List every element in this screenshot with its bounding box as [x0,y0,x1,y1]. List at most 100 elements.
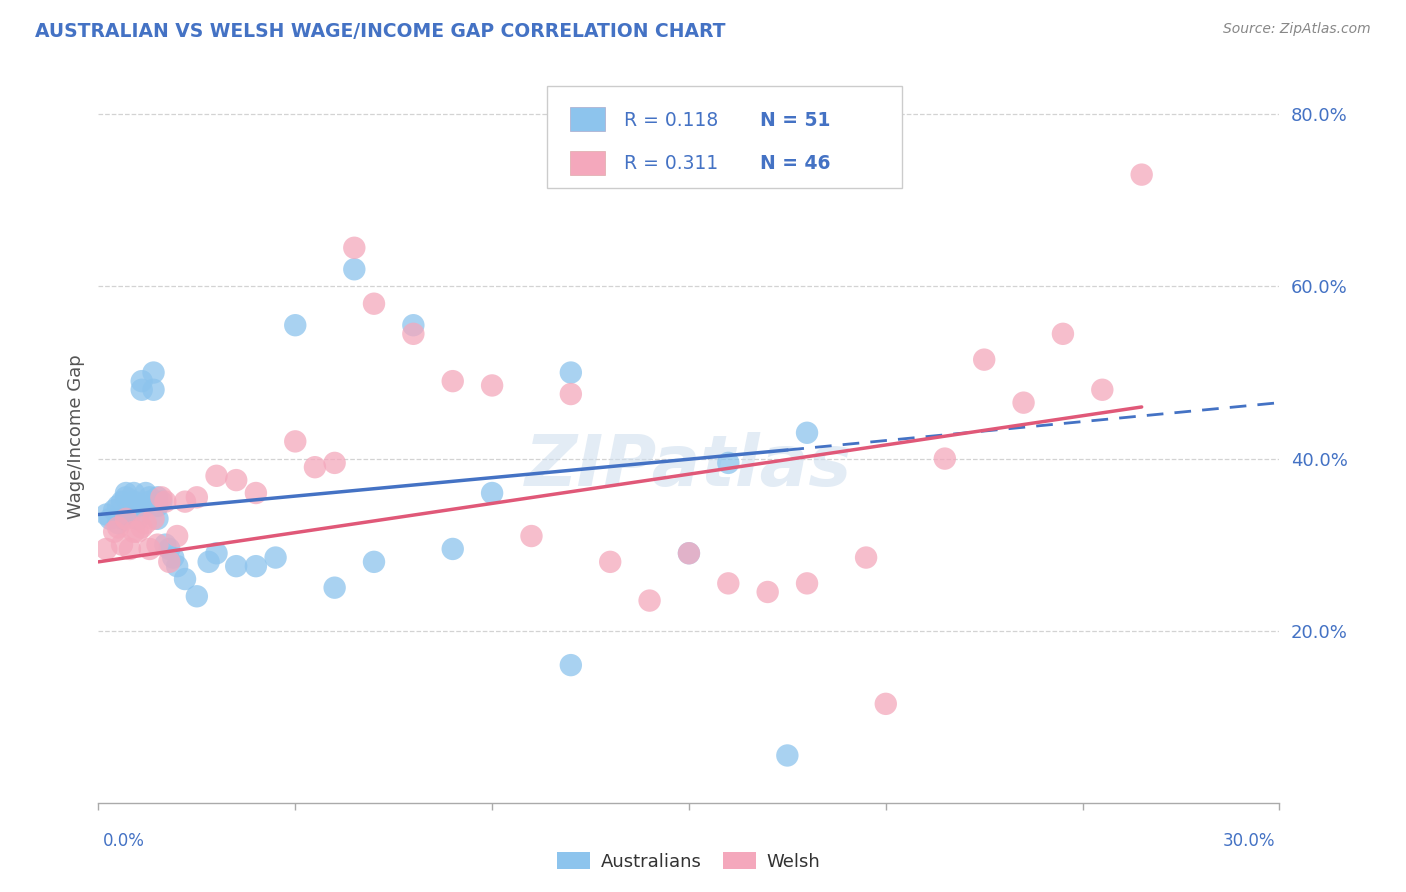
Point [284,434,307,449]
Point [284,318,307,333]
Point [1130,168,1153,182]
Point [678,546,700,560]
Point [157,541,180,556]
Point [107,516,129,530]
Point [1012,395,1035,409]
Point [127,512,149,526]
Point [796,425,818,440]
Point [150,494,173,508]
Point [599,555,621,569]
Text: R = 0.118: R = 0.118 [624,111,718,129]
Point [107,520,129,534]
Point [973,352,995,367]
Point [197,555,219,569]
Point [245,486,267,500]
Point [111,538,134,552]
Point [343,241,366,255]
Point [225,473,247,487]
Point [441,541,464,556]
Point [363,296,385,310]
Point [111,512,134,526]
Point [135,486,157,500]
Point [402,318,425,333]
Point [146,512,169,526]
Text: 30.0%: 30.0% [1223,832,1275,850]
Point [135,499,157,513]
Point [138,491,160,505]
Point [118,503,141,517]
Point [118,541,141,556]
Point [98,512,121,526]
Point [225,559,247,574]
Point [115,491,138,505]
Point [717,576,740,591]
Point [127,499,149,513]
FancyBboxPatch shape [569,107,605,131]
Text: R = 0.311: R = 0.311 [624,154,718,173]
Point [131,383,153,397]
Point [441,374,464,388]
Point [481,486,503,500]
Point [96,541,118,556]
Point [304,460,326,475]
Point [122,494,145,508]
Point [142,512,165,526]
Point [717,456,740,470]
Point [166,529,188,543]
Point [142,383,165,397]
Point [146,499,169,513]
Point [875,697,897,711]
Point [481,378,503,392]
Point [146,538,169,552]
Point [1052,326,1074,341]
Y-axis label: Wage/Income Gap: Wage/Income Gap [66,355,84,519]
Point [323,456,346,470]
Point [934,451,956,466]
Point [115,486,138,500]
Point [796,576,818,591]
Point [776,748,799,763]
Point [103,503,125,517]
Point [146,491,169,505]
Point [103,524,125,539]
Legend: Australians, Welsh: Australians, Welsh [550,845,828,878]
Text: Source: ZipAtlas.com: Source: ZipAtlas.com [1223,22,1371,37]
Point [142,366,165,380]
Point [131,374,153,388]
Point [118,508,141,522]
Text: AUSTRALIAN VS WELSH WAGE/INCOME GAP CORRELATION CHART: AUSTRALIAN VS WELSH WAGE/INCOME GAP CORR… [35,22,725,41]
Point [186,589,208,603]
Point [264,550,287,565]
Point [245,559,267,574]
Point [323,581,346,595]
Point [363,555,385,569]
Text: N = 51: N = 51 [759,111,830,129]
Point [855,550,877,565]
FancyBboxPatch shape [569,151,605,175]
Point [115,512,138,526]
Point [186,491,208,505]
Point [560,366,582,380]
Point [343,262,366,277]
Text: N = 46: N = 46 [759,154,831,173]
Point [1091,383,1114,397]
Text: 0.0%: 0.0% [103,832,145,850]
Point [138,494,160,508]
Point [205,468,228,483]
Point [111,494,134,508]
Point [155,538,177,552]
Point [131,520,153,534]
Point [122,486,145,500]
Point [122,524,145,539]
Point [174,572,197,586]
Point [520,529,543,543]
Point [162,550,184,565]
Point [174,494,197,508]
Point [127,524,149,539]
Point [205,546,228,560]
Point [166,559,188,574]
Point [402,326,425,341]
Point [135,516,157,530]
Point [678,546,700,560]
Point [157,555,180,569]
